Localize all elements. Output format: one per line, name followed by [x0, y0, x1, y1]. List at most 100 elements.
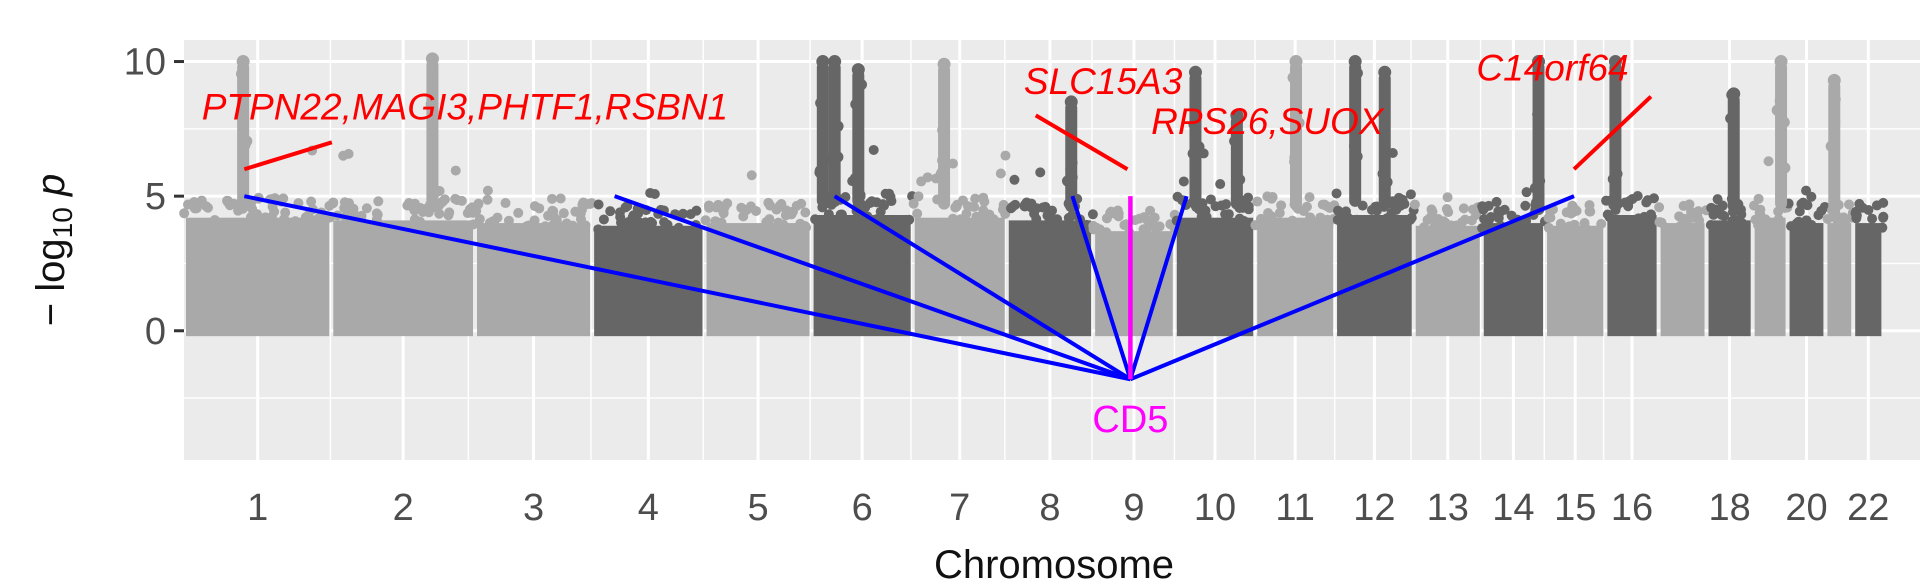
snp-point — [1822, 214, 1833, 225]
snp-point — [738, 225, 749, 236]
snp-point — [850, 98, 862, 110]
peak-column — [816, 61, 829, 207]
snp-point — [1113, 211, 1124, 222]
snp-point — [1399, 199, 1410, 210]
snp-point — [1457, 217, 1468, 228]
snp-point — [1331, 188, 1342, 199]
snp-point — [1232, 114, 1244, 126]
x-tick-label: 16 — [1611, 487, 1653, 529]
snp-point — [1794, 206, 1805, 217]
snp-point — [810, 214, 821, 225]
snp-point — [584, 198, 595, 209]
snp-point — [373, 196, 384, 207]
snp-point — [645, 187, 656, 198]
snp-point — [1066, 171, 1078, 183]
snp-point — [1231, 189, 1243, 201]
chromosome-band-12 — [1337, 215, 1412, 337]
peak-column — [1727, 93, 1740, 213]
chromosome-band-18 — [1708, 220, 1751, 337]
snp-point — [1205, 194, 1216, 205]
snp-point — [473, 198, 484, 209]
snp-point — [1293, 117, 1305, 129]
y-tick-label: 0 — [145, 311, 166, 353]
snp-point — [1725, 112, 1737, 124]
snp-point — [1831, 222, 1842, 233]
snp-point — [1042, 210, 1053, 221]
snp-point — [1425, 212, 1436, 223]
x-tick-label: 10 — [1194, 487, 1236, 529]
snp-point — [1007, 201, 1018, 212]
snp-point — [1381, 176, 1393, 188]
snp-point — [1289, 156, 1301, 168]
snp-point — [997, 204, 1008, 215]
snp-point — [1863, 205, 1874, 216]
snp-point — [558, 208, 569, 219]
snp-point — [1342, 212, 1353, 223]
snp-point — [832, 151, 844, 163]
x-axis-title: Chromosome — [934, 543, 1174, 584]
snp-point — [1088, 224, 1099, 235]
x-tick-label: 5 — [747, 487, 768, 529]
snp-point — [766, 223, 777, 234]
snp-point — [598, 214, 609, 225]
snp-point — [855, 199, 867, 211]
snp-point — [855, 79, 867, 91]
snp-point — [1584, 206, 1595, 217]
snp-point — [1031, 214, 1042, 225]
connector-line — [833, 194, 1132, 381]
snp-point — [1753, 219, 1764, 230]
snp-point — [348, 203, 359, 214]
snp-point — [647, 218, 658, 229]
snp-point — [1317, 218, 1328, 229]
snp-point — [543, 210, 554, 221]
chromosome-band-8 — [1008, 220, 1092, 337]
snp-point — [1030, 223, 1041, 234]
chromosome-band-21 — [1827, 223, 1852, 337]
snp-point — [1332, 214, 1343, 225]
snp-point — [908, 198, 919, 209]
snp-point — [1639, 211, 1650, 222]
y-axis-title-variable: p — [29, 174, 73, 207]
chromosome-band-7 — [914, 217, 1005, 337]
peak-point — [1608, 55, 1622, 69]
snp-point — [1829, 208, 1841, 220]
snp-point — [303, 210, 314, 221]
snp-point — [704, 202, 715, 213]
snp-point — [1829, 116, 1841, 128]
snp-point — [700, 215, 711, 226]
peak-column — [237, 61, 250, 210]
snp-point — [815, 97, 827, 109]
x-tick-label: 13 — [1427, 487, 1469, 529]
snp-point — [1193, 141, 1205, 153]
snp-point — [1730, 215, 1741, 226]
snp-point — [1778, 116, 1790, 128]
x-tick-label: 6 — [852, 487, 873, 529]
snp-point — [1871, 200, 1882, 211]
snp-point — [1466, 215, 1477, 226]
x-tick-label: 8 — [1039, 487, 1060, 529]
snp-point — [1646, 217, 1657, 228]
snp-point — [239, 139, 251, 151]
snp-point — [425, 98, 437, 110]
snp-point — [1332, 205, 1343, 216]
snp-point — [1087, 209, 1098, 220]
snp-point — [1774, 95, 1786, 107]
peak-column — [1775, 61, 1788, 210]
snp-point — [1351, 67, 1363, 79]
snp-point — [1229, 135, 1241, 147]
y-axis-title-prefix: − log — [29, 238, 73, 326]
snp-point — [718, 208, 729, 219]
snp-point — [1067, 210, 1078, 221]
snp-point — [209, 215, 220, 226]
snp-point — [1716, 209, 1727, 220]
x-tick-label: 1 — [247, 487, 268, 529]
snp-point — [361, 203, 372, 214]
gene-leader-line — [243, 140, 333, 172]
snp-point — [1493, 206, 1504, 217]
snp-point — [1773, 214, 1784, 225]
snp-point — [434, 208, 445, 219]
snp-point — [306, 196, 317, 207]
snp-point — [1458, 203, 1469, 214]
snp-point — [1409, 199, 1420, 210]
snp-point — [1274, 207, 1285, 218]
